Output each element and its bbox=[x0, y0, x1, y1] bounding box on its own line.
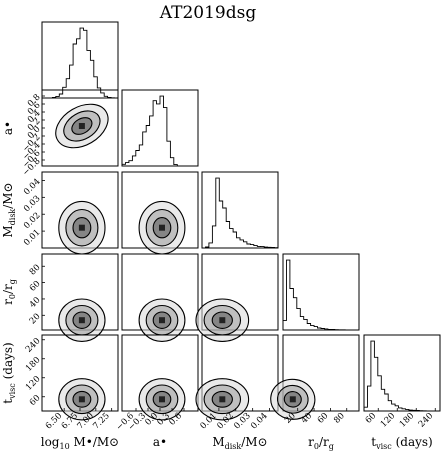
contour-panel-logM-tvisc bbox=[41, 334, 119, 421]
density-peak bbox=[289, 396, 296, 403]
x-tick-label: 180 bbox=[398, 411, 417, 430]
y-tick-label: 180 bbox=[24, 355, 43, 374]
y-tick-label: 0.02 bbox=[22, 211, 42, 231]
density-peak bbox=[159, 396, 165, 403]
x-axis-label-Mdisk: Mdisk/M⊙ bbox=[212, 435, 267, 451]
chart-title: AT2019dsg bbox=[159, 3, 257, 23]
x-tick-label: 120 bbox=[379, 411, 398, 430]
density-peak bbox=[219, 396, 226, 403]
y-tick-label: 240 bbox=[24, 336, 43, 355]
y-axis-label-a: a• bbox=[1, 121, 15, 135]
histogram-tvisc bbox=[363, 340, 440, 412]
density-peak bbox=[78, 123, 85, 129]
panel-frame bbox=[282, 253, 360, 331]
y-tick-label: 60 bbox=[28, 279, 43, 294]
hist-panel-r0 bbox=[282, 253, 360, 331]
hist-panel-logM bbox=[41, 21, 119, 99]
y-tick-label: 0.01 bbox=[22, 228, 42, 248]
x-tick-label: 60 bbox=[364, 411, 379, 426]
x-tick-label: 6.50 bbox=[44, 411, 64, 431]
x-axis-label-r0: r0/rg bbox=[308, 435, 334, 451]
y-axis-label-r0: r0/rg bbox=[1, 279, 17, 305]
y-tick-label: 40 bbox=[28, 295, 43, 310]
y-axis-label-Mdisk: Mdisk/M⊙ bbox=[1, 182, 17, 237]
y-tick-label: 80 bbox=[28, 263, 43, 278]
hist-panel-a bbox=[121, 89, 199, 167]
x-axis-label-tvisc: tvisc (days) bbox=[371, 435, 432, 451]
density-peak bbox=[78, 317, 85, 324]
x-axis-label-logM: log10 M•/M⊙ bbox=[41, 435, 120, 451]
y-tick-label: 20 bbox=[28, 312, 43, 327]
density-peak bbox=[78, 396, 85, 403]
contour-panel-Mdisk-r0 bbox=[195, 253, 279, 342]
x-axis-label-a: a• bbox=[153, 435, 167, 449]
panel-frame bbox=[41, 21, 119, 99]
x-tick-label: 80 bbox=[332, 411, 347, 426]
y-tick-label: 120 bbox=[24, 374, 43, 393]
contour-panel-a-Mdisk bbox=[121, 171, 199, 255]
panel-frame bbox=[121, 89, 199, 167]
histogram-logM bbox=[42, 27, 118, 99]
contour-panel-logM-Mdisk bbox=[41, 171, 119, 255]
density-peak bbox=[219, 317, 226, 324]
axis-labels: 6.506.757.007.25 −0.6−0.30.00.30.6−0.8−0.… bbox=[1, 92, 436, 451]
contour-panel-r0-tvisc bbox=[270, 334, 360, 420]
histogram-a bbox=[121, 95, 198, 167]
density-peak bbox=[159, 317, 165, 324]
panel-frame bbox=[363, 334, 441, 412]
x-tick-label: 240 bbox=[417, 411, 436, 430]
contour-panel-a-tvisc bbox=[121, 334, 199, 421]
panel-frame bbox=[282, 334, 360, 412]
histogram-Mdisk bbox=[201, 177, 279, 249]
density-peak bbox=[78, 224, 85, 231]
histogram-r0 bbox=[282, 259, 359, 331]
contour-panel-a-r0 bbox=[121, 253, 199, 342]
y-axis-label-tvisc: tvisc (days) bbox=[1, 342, 17, 403]
y-tick-label: 0.04 bbox=[22, 177, 42, 197]
x-tick-label: 60 bbox=[316, 411, 331, 426]
contour-panel-logM-a bbox=[41, 89, 119, 167]
panels bbox=[41, 21, 441, 421]
x-tick-label: 0.04 bbox=[249, 411, 269, 431]
contour-panel-Mdisk-tvisc bbox=[195, 334, 279, 421]
y-tick-label: 0.03 bbox=[22, 194, 42, 214]
panel-frame bbox=[201, 171, 279, 249]
hist-panel-Mdisk bbox=[201, 171, 279, 249]
hist-panel-tvisc bbox=[363, 334, 441, 412]
y-tick-label: 60 bbox=[28, 393, 43, 408]
density-peak bbox=[159, 224, 165, 231]
contour-panel-logM-r0 bbox=[41, 253, 119, 342]
